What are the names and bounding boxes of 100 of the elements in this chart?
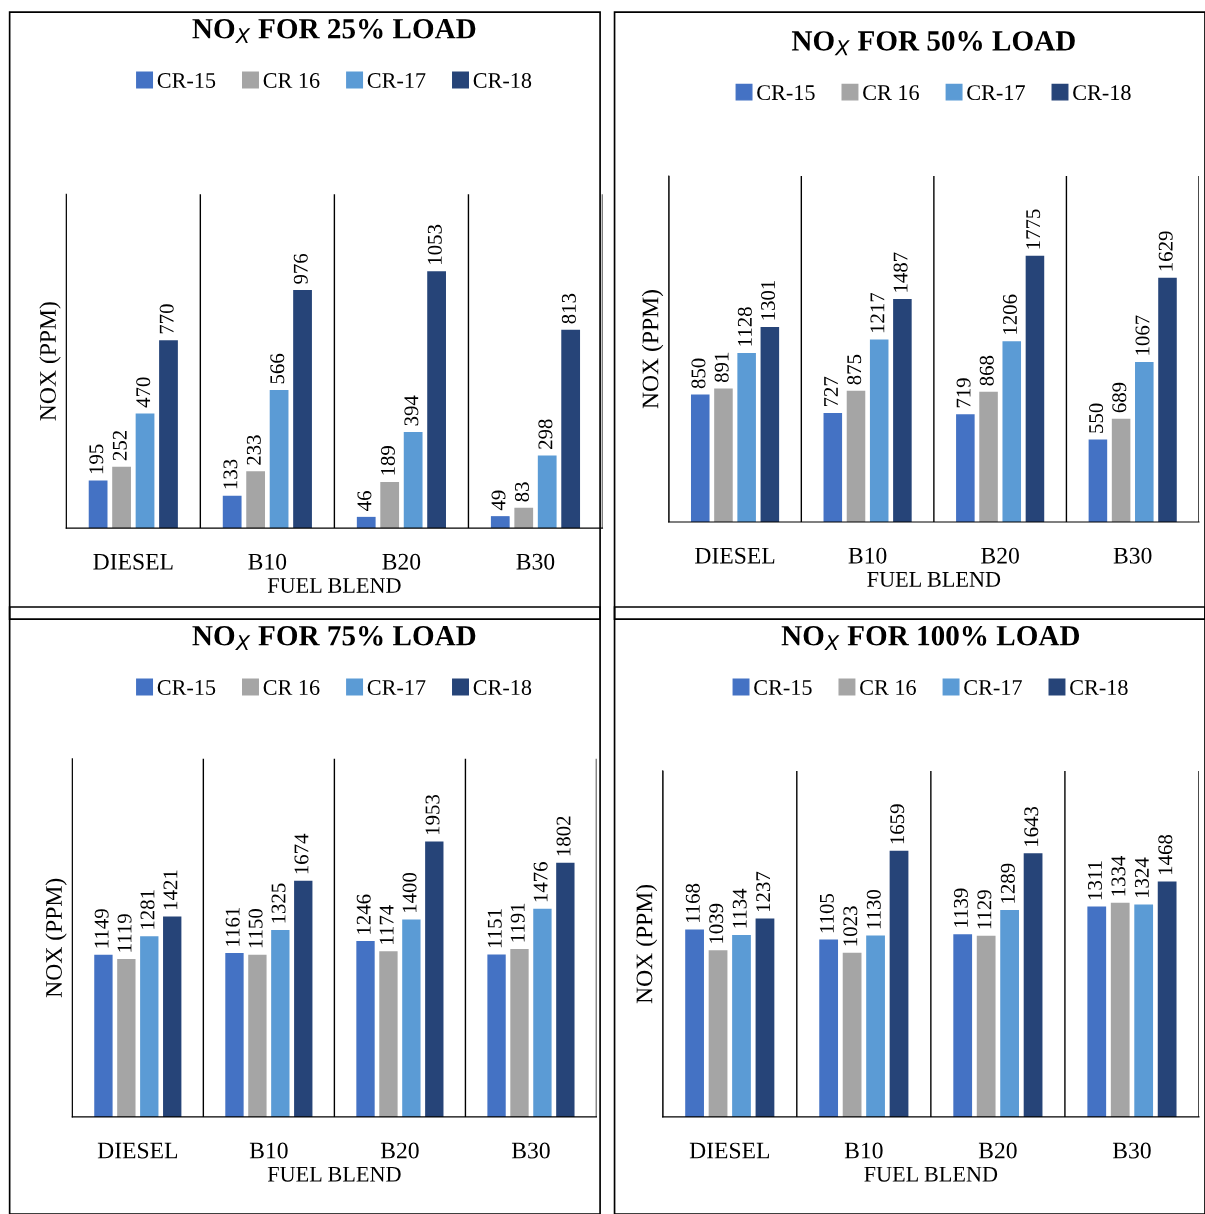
data-label: 1281 <box>140 890 155 929</box>
data-label: 891 <box>714 352 729 383</box>
legend-label: CR-15 <box>754 680 812 695</box>
bar <box>490 516 510 529</box>
bar <box>760 326 780 523</box>
legend-label: CR-17 <box>967 85 1025 101</box>
bar <box>140 936 159 1117</box>
data-label: 1421 <box>163 870 178 910</box>
bar <box>714 388 733 523</box>
data-label: 868 <box>979 355 994 386</box>
data-label: 550 <box>1089 403 1104 433</box>
x-tick-label: DIESEL <box>689 1142 770 1159</box>
data-label: 850 <box>691 358 706 389</box>
y-axis-title: NOX (PPM) <box>635 884 658 1004</box>
y-axis-title: NOX (PPM) <box>641 290 664 409</box>
data-label: 1246 <box>356 894 371 934</box>
bar <box>819 939 839 1117</box>
x-tick-label: DIESEL <box>93 553 173 570</box>
bar <box>1000 910 1019 1117</box>
data-label: 46 <box>357 491 372 511</box>
chart-title: NO$_{X}$ FOR 50% LOAD <box>791 31 1075 56</box>
bar <box>1158 277 1177 523</box>
x-axis-title: FUEL BLEND <box>267 578 401 593</box>
bar <box>755 918 775 1117</box>
bar <box>163 916 182 1117</box>
data-label: 1139 <box>953 888 968 927</box>
bar <box>94 954 113 1117</box>
bar <box>846 390 866 523</box>
data-label: 1775 <box>1026 209 1041 249</box>
bar <box>402 919 421 1117</box>
bar <box>537 455 557 529</box>
data-label: 252 <box>112 430 127 461</box>
legend-label: CR-17 <box>367 680 426 695</box>
bar <box>1087 906 1107 1117</box>
bar <box>533 908 552 1117</box>
data-label: 1629 <box>1158 231 1173 271</box>
chart-title: NO$_{X}$ FOR 25% LOAD <box>192 18 476 44</box>
data-label: 1802 <box>556 816 571 856</box>
x-tick-label: B20 <box>978 1142 1017 1159</box>
data-label: 1149 <box>94 909 109 948</box>
bar <box>514 507 534 529</box>
bar <box>379 951 398 1117</box>
bar <box>510 948 529 1117</box>
bar <box>737 352 756 523</box>
data-label: 1134 <box>732 888 747 928</box>
legend-label: CR-18 <box>473 72 532 88</box>
data-label: 1151 <box>487 909 502 948</box>
data-label: 1324 <box>1134 857 1149 898</box>
bar <box>487 954 506 1117</box>
bar <box>425 841 444 1117</box>
bar <box>269 390 289 529</box>
bar <box>246 471 266 529</box>
bar <box>159 340 178 529</box>
legend-label: CR-15 <box>757 85 815 101</box>
bar <box>1111 418 1131 523</box>
x-tick-label: B30 <box>1112 1142 1151 1159</box>
data-label: 1289 <box>1000 863 1015 903</box>
data-label: 1953 <box>425 794 440 835</box>
bar <box>380 482 400 529</box>
bar <box>976 935 996 1117</box>
x-tick-label: B10 <box>844 1142 883 1159</box>
x-tick-label: B10 <box>248 553 287 570</box>
data-label: 1119 <box>117 914 132 952</box>
x-tick-label: B10 <box>848 547 887 564</box>
bar <box>427 271 446 529</box>
bar <box>294 880 313 1117</box>
x-axis-title: FUEL BLEND <box>864 1166 998 1182</box>
data-label: 1128 <box>737 307 752 346</box>
data-label: 689 <box>1112 382 1127 413</box>
data-label: 1301 <box>761 280 776 320</box>
data-label: 1150 <box>248 909 263 948</box>
data-label: 875 <box>847 354 862 385</box>
bar <box>248 954 267 1117</box>
y-axis-title: NOX (PPM) <box>39 302 61 421</box>
data-label: 1129 <box>977 890 992 929</box>
data-label: 1334 <box>1111 855 1126 896</box>
legend-label: CR 16 <box>263 680 320 695</box>
data-label: 1130 <box>866 889 881 929</box>
bar <box>1002 341 1022 523</box>
bar <box>869 339 889 523</box>
bar <box>956 414 975 523</box>
x-tick-label: B20 <box>382 553 421 570</box>
data-label: 1643 <box>1024 806 1039 846</box>
x-tick-label: B30 <box>1113 547 1152 564</box>
data-label: 1674 <box>294 833 309 874</box>
bar <box>979 391 998 523</box>
bar <box>732 934 751 1117</box>
bar <box>271 929 290 1117</box>
chart-title: NO$_{X}$ FOR 75% LOAD <box>192 625 476 651</box>
bar <box>222 495 242 529</box>
data-label: 470 <box>136 377 151 408</box>
bar <box>1157 881 1177 1117</box>
legend-label: CR-17 <box>964 680 1022 695</box>
x-axis-title: FUEL BLEND <box>867 572 1001 587</box>
data-label: 298 <box>538 419 553 449</box>
x-axis-title: FUEL BLEND <box>267 1166 401 1182</box>
data-label: 189 <box>380 446 395 475</box>
x-tick-label: B30 <box>511 1142 550 1159</box>
bar <box>135 413 155 529</box>
data-label: 1217 <box>870 292 885 333</box>
